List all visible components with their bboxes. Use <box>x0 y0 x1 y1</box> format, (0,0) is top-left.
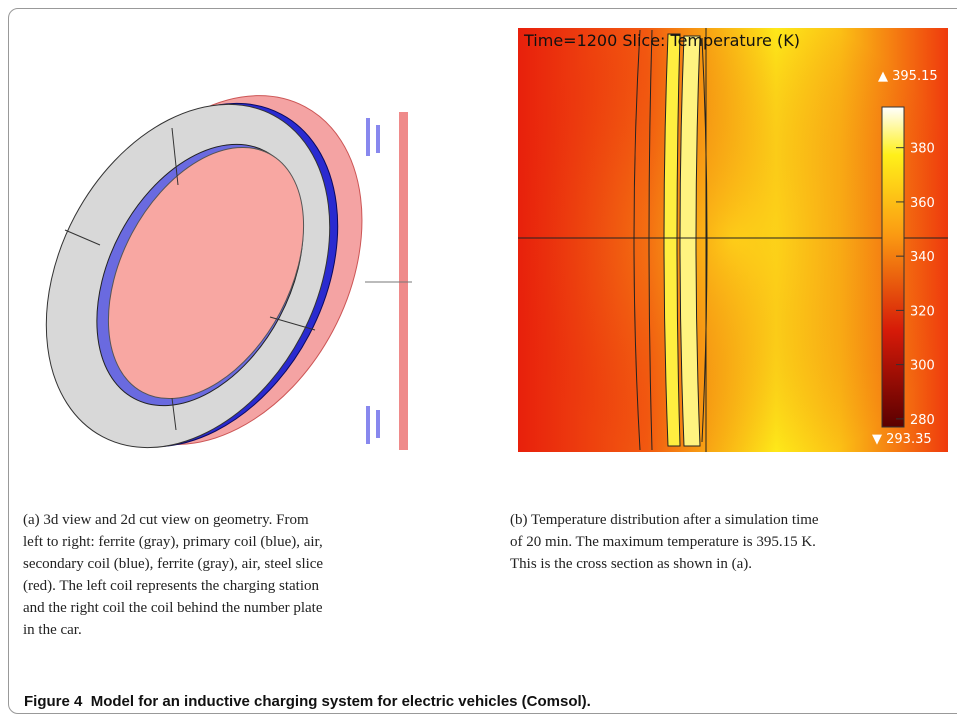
colorbar <box>882 107 904 427</box>
min-label: ▼ 293.35 <box>872 432 932 447</box>
colorbar-tick-label: 340 <box>910 250 935 265</box>
caption-line: (a) 3d view and 2d cut view on geometry.… <box>23 509 323 531</box>
caption-line: secondary coil (blue), ferrite (gray), a… <box>23 553 323 575</box>
figure-caption: Figure 4 Model for an inductive charging… <box>24 693 591 710</box>
max-label: ▲ 395.15 <box>878 69 938 84</box>
caption-line: and the right coil the coil behind the n… <box>23 597 323 619</box>
figure-label: Figure 4 <box>24 693 82 710</box>
page: Time=1200 Slice: Temperature (K) ▲ 395.1… <box>0 0 957 725</box>
caption-line: left to right: ferrite (gray), primary c… <box>23 531 323 553</box>
colorbar-tick-label: 380 <box>910 142 935 157</box>
caption-line: This is the cross section as shown in (a… <box>510 553 819 575</box>
caption-line: (red). The left coil represents the char… <box>23 575 323 597</box>
heatmap-title: Time=1200 Slice: Temperature (K) <box>523 31 800 50</box>
figure-caption-text: Model for an inductive charging system f… <box>91 693 591 710</box>
caption-line: in the car. <box>23 619 323 641</box>
caption-line: (b) Temperature distribution after a sim… <box>510 509 819 531</box>
caption-b: (b) Temperature distribution after a sim… <box>510 509 819 575</box>
colorbar-tick-label: 320 <box>910 304 935 319</box>
caption-line: of 20 min. The maximum temperature is 39… <box>510 531 819 553</box>
panel-a-drawing <box>0 46 420 470</box>
colorbar-tick-label: 360 <box>910 196 935 211</box>
panel-b-heatmap: Time=1200 Slice: Temperature (K) ▲ 395.1… <box>518 28 948 452</box>
colorbar-tick-label: 280 <box>910 413 935 428</box>
figure-art: Time=1200 Slice: Temperature (K) ▲ 395.1… <box>0 0 957 470</box>
colorbar-tick-label: 300 <box>910 359 935 374</box>
caption-a: (a) 3d view and 2d cut view on geometry.… <box>23 509 323 641</box>
